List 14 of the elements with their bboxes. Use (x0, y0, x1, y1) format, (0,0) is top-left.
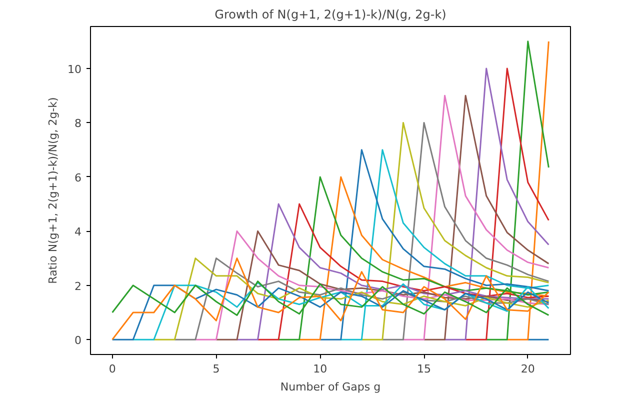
x-tick-label: 10 (313, 362, 328, 376)
y-axis-title: Ratio N(g+1, 2(g+1)-k)/N(g, 2g-k) (46, 97, 60, 284)
y-tick-label: 0 (74, 334, 82, 348)
x-tick-label: 0 (108, 362, 116, 376)
x-tick-label: 5 (212, 362, 220, 376)
y-tick-label: 2 (74, 280, 82, 293)
x-axis-title: Number of Gaps g (280, 380, 381, 394)
y-tick-label: 8 (74, 117, 82, 130)
y-tick-label: 6 (74, 171, 82, 184)
y-tick-label: 4 (74, 226, 82, 239)
chart-title: Growth of N(g+1, 2(g+1)-k)/N(g, 2g-k) (214, 8, 446, 22)
x-tick-label: 20 (520, 362, 535, 376)
y-tick-label: 10 (68, 63, 82, 76)
x-tick-label: 15 (417, 362, 432, 376)
